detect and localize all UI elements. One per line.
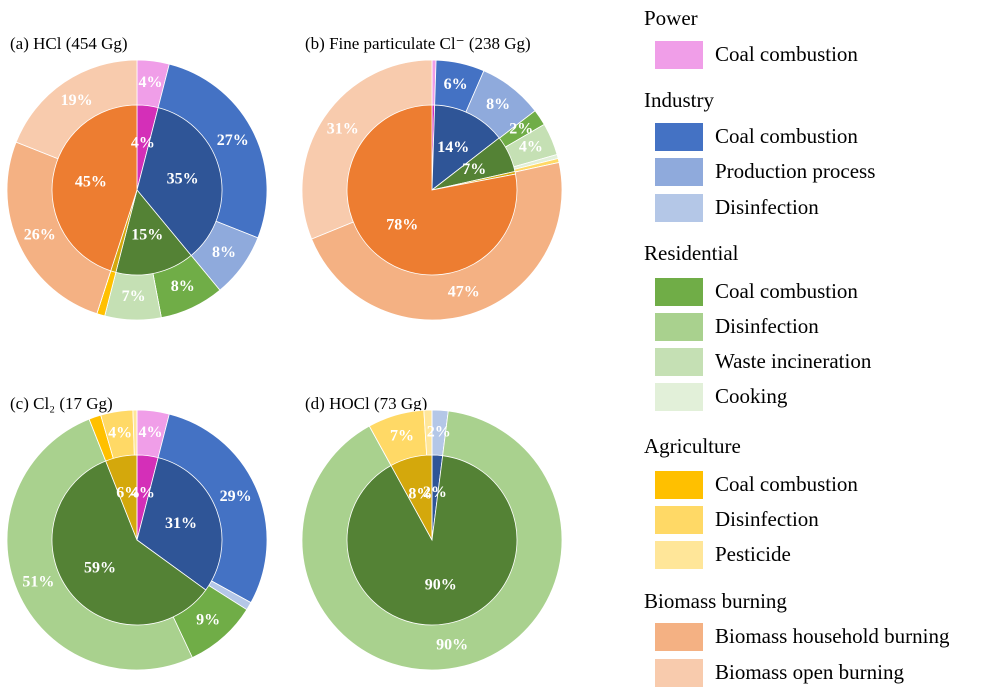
slice-label: 29% bbox=[220, 488, 252, 505]
slice-label: 7% bbox=[122, 288, 146, 305]
slice-label: 2% bbox=[423, 484, 447, 501]
slice-label: 4% bbox=[519, 139, 543, 156]
legend-swatch bbox=[655, 158, 703, 186]
slice-label: 31% bbox=[165, 515, 197, 532]
chart-title: (d) HOCl (73 Gg) bbox=[305, 394, 427, 413]
legend-label: Disinfection bbox=[715, 195, 819, 219]
legend-swatch bbox=[655, 541, 703, 569]
legend-label: Disinfection bbox=[715, 507, 819, 531]
slice-label: 2% bbox=[509, 121, 533, 138]
slice-label: 4% bbox=[138, 74, 162, 91]
slice-label: 6% bbox=[116, 485, 140, 502]
inner-slice bbox=[51, 104, 138, 272]
legend-swatch bbox=[655, 278, 703, 306]
legend-label: Biomass open burning bbox=[715, 660, 904, 684]
legend-swatch bbox=[655, 506, 703, 534]
legend-swatch bbox=[655, 471, 703, 499]
legend-swatch bbox=[655, 623, 703, 651]
chart-title: (b) Fine particulate Cl⁻ (238 Gg) bbox=[305, 34, 531, 53]
legend-label: Coal combustion bbox=[715, 279, 858, 303]
slice-label: 8% bbox=[486, 96, 510, 113]
legend-group: Agriculture bbox=[644, 434, 741, 458]
slice-label: 26% bbox=[24, 226, 56, 243]
legend-label: Cooking bbox=[715, 384, 788, 408]
slice-label: 4% bbox=[131, 134, 155, 151]
chart-title: (a) HCl (454 Gg) bbox=[10, 34, 128, 53]
slice-label: 7% bbox=[462, 161, 486, 178]
slice-label: 59% bbox=[84, 559, 116, 576]
slice-label: 47% bbox=[448, 283, 480, 300]
inner-slice bbox=[115, 189, 192, 276]
legend-group: Residential bbox=[644, 241, 739, 265]
legend-label: Coal combustion bbox=[715, 42, 858, 66]
legend-label: Pesticide bbox=[715, 542, 791, 566]
legend-label: Biomass household burning bbox=[715, 624, 950, 648]
legend-label: Waste incineration bbox=[715, 349, 872, 373]
legend-label: Coal combustion bbox=[715, 472, 858, 496]
legend-group: Power bbox=[644, 6, 698, 30]
slice-label: 8% bbox=[408, 485, 432, 502]
inner-slice bbox=[51, 460, 207, 626]
legend-group: Biomass burning bbox=[644, 589, 787, 613]
slice-label: 8% bbox=[212, 244, 236, 261]
slice-label: 51% bbox=[22, 573, 54, 590]
inner-slice bbox=[346, 104, 518, 276]
slice-label: 90% bbox=[425, 577, 457, 594]
inner-slice bbox=[346, 455, 518, 626]
slice-label: 2% bbox=[427, 423, 451, 440]
legend-swatch bbox=[655, 348, 703, 376]
legend-swatch bbox=[655, 313, 703, 341]
slice-label: 19% bbox=[61, 92, 93, 109]
legend-label: Production process bbox=[715, 159, 875, 183]
legend-swatch bbox=[655, 383, 703, 411]
slice-label: 6% bbox=[444, 76, 468, 93]
inner-slice bbox=[136, 107, 223, 257]
slice-label: 27% bbox=[217, 132, 249, 149]
legend-group: Industry bbox=[644, 88, 714, 112]
slice-label: 14% bbox=[437, 139, 469, 156]
slice-label: 4% bbox=[108, 424, 132, 441]
slice-label: 90% bbox=[436, 636, 468, 653]
slice-label: 9% bbox=[196, 611, 220, 628]
legend-swatch bbox=[655, 41, 703, 69]
slice-label: 45% bbox=[75, 173, 107, 190]
legend-swatch bbox=[655, 123, 703, 151]
slice-label: 31% bbox=[327, 121, 359, 138]
legend-label: Disinfection bbox=[715, 314, 819, 338]
chart-title: (c) Cl₂ (17 Gg) bbox=[10, 394, 113, 413]
legend-swatch bbox=[655, 659, 703, 687]
slice-label: 4% bbox=[138, 424, 162, 441]
slice-label: 35% bbox=[167, 170, 199, 187]
slice-label: 8% bbox=[171, 278, 195, 295]
slice-label: 4% bbox=[131, 484, 155, 501]
inner-slice bbox=[431, 104, 500, 191]
legend-swatch bbox=[655, 194, 703, 222]
legend-label: Coal combustion bbox=[715, 124, 858, 148]
inner-slice bbox=[136, 457, 223, 591]
slice-label: 15% bbox=[131, 226, 163, 243]
slice-label: 78% bbox=[386, 217, 418, 234]
slice-label: 7% bbox=[390, 427, 414, 444]
